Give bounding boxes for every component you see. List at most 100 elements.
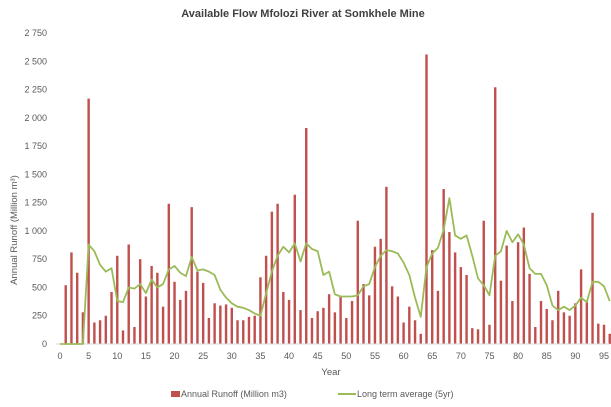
runoff-bar xyxy=(144,296,148,344)
x-axis-ticks: 0 5 10 15 20 25 30 35 40 45 50 55 60 65 70 75 80 85 90 95 xyxy=(57,351,609,361)
y-tick-label: 0 xyxy=(42,339,47,349)
runoff-bar xyxy=(293,194,296,344)
runoff-bar xyxy=(368,295,371,344)
x-tick-label: 20 xyxy=(170,351,180,361)
runoff-bar xyxy=(253,315,256,344)
runoff-bar xyxy=(408,306,411,344)
y-axis-title: Annual Runoff (Million m³) xyxy=(9,175,20,285)
runoff-bar xyxy=(161,306,165,344)
runoff-bar xyxy=(156,272,159,344)
runoff-bar xyxy=(316,311,319,344)
runoff-bar xyxy=(545,308,548,344)
x-tick-label: 0 xyxy=(57,351,62,361)
x-axis-title: Year xyxy=(321,367,340,378)
legend-swatch-runoff xyxy=(171,391,180,397)
runoff-bar xyxy=(425,54,428,345)
y-tick-label: 1 000 xyxy=(24,226,47,236)
runoff-bar xyxy=(419,333,422,344)
runoff-bar xyxy=(379,238,382,344)
runoff-bar xyxy=(436,290,440,344)
runoff-bar xyxy=(75,272,79,344)
runoff-bar xyxy=(64,285,67,344)
x-tick-label: 80 xyxy=(513,351,523,361)
runoff-bar xyxy=(299,310,302,344)
runoff-bar xyxy=(207,317,211,344)
y-tick-label: 250 xyxy=(32,311,47,321)
runoff-bar xyxy=(373,246,377,344)
y-tick-label: 2 250 xyxy=(24,85,47,95)
y-tick-label: 2 500 xyxy=(24,56,47,66)
runoff-bar xyxy=(579,269,583,344)
runoff-bar xyxy=(264,255,268,344)
runoff-bar xyxy=(568,315,571,344)
runoff-bar xyxy=(476,329,480,344)
runoff-bar xyxy=(70,252,73,344)
x-tick-label: 45 xyxy=(313,351,323,361)
runoff-bar xyxy=(224,304,228,344)
runoff-bar xyxy=(597,323,600,344)
runoff-bar xyxy=(511,301,514,344)
runoff-bar xyxy=(333,312,337,344)
runoff-bar xyxy=(219,305,222,344)
runoff-bar xyxy=(390,286,394,344)
y-tick-label: 750 xyxy=(32,254,47,264)
runoff-bars xyxy=(64,54,611,345)
y-axis-ticks: 0 250 500 750 1 000 1 250 1 500 1 750 2 000 2 250… xyxy=(24,28,47,349)
runoff-bar xyxy=(488,324,491,344)
runoff-bar xyxy=(528,273,531,344)
y-tick-label: 1 250 xyxy=(24,198,47,208)
legend-label-average: Long term average (5yr) xyxy=(357,389,454,399)
average-line xyxy=(60,197,611,345)
x-tick-label: 5 xyxy=(86,351,91,361)
runoff-bar xyxy=(121,330,125,344)
runoff-bar xyxy=(236,320,239,344)
y-tick-label: 2 000 xyxy=(24,113,47,123)
runoff-bar xyxy=(442,189,445,344)
runoff-bar xyxy=(402,322,405,344)
x-tick-label: 90 xyxy=(570,351,580,361)
runoff-bar xyxy=(574,303,577,344)
runoff-bar xyxy=(287,299,291,344)
runoff-bar xyxy=(133,327,136,344)
runoff-bar xyxy=(551,320,554,344)
x-tick-label: 35 xyxy=(255,351,265,361)
x-tick-label: 75 xyxy=(484,351,494,361)
runoff-bar xyxy=(327,294,331,344)
runoff-bar xyxy=(110,291,113,344)
runoff-bar xyxy=(190,207,193,344)
x-tick-label: 50 xyxy=(341,351,351,361)
runoff-bar xyxy=(173,281,176,344)
runoff-bar xyxy=(539,301,543,344)
x-tick-label: 30 xyxy=(227,351,237,361)
x-tick-label: 95 xyxy=(599,351,609,361)
x-tick-label: 65 xyxy=(427,351,437,361)
runoff-bar xyxy=(310,317,314,344)
runoff-bar xyxy=(602,324,606,344)
runoff-bar xyxy=(104,315,108,344)
runoff-bar xyxy=(167,203,171,344)
y-tick-label: 1 750 xyxy=(24,141,47,151)
runoff-bar xyxy=(448,232,451,344)
average-line-group xyxy=(60,197,611,345)
runoff-bar xyxy=(505,245,508,344)
runoff-bar xyxy=(305,128,308,344)
runoff-bar xyxy=(81,312,85,344)
runoff-bar xyxy=(179,299,182,344)
runoff-bar xyxy=(276,203,279,344)
runoff-bar xyxy=(534,327,537,344)
legend: Annual Runoff (Million m3) Long term ave… xyxy=(171,389,454,399)
runoff-bar xyxy=(608,333,611,344)
x-tick-label: 85 xyxy=(542,351,552,361)
runoff-bar xyxy=(482,220,485,344)
runoff-bar xyxy=(396,296,400,344)
x-tick-label: 40 xyxy=(284,351,294,361)
runoff-bar xyxy=(270,211,274,344)
runoff-bar xyxy=(356,220,359,344)
y-tick-label: 2 750 xyxy=(24,28,47,38)
runoff-bar xyxy=(345,317,348,344)
runoff-bar xyxy=(93,322,96,344)
runoff-bar xyxy=(213,303,216,344)
runoff-bar xyxy=(494,87,497,344)
runoff-bar xyxy=(431,250,434,344)
